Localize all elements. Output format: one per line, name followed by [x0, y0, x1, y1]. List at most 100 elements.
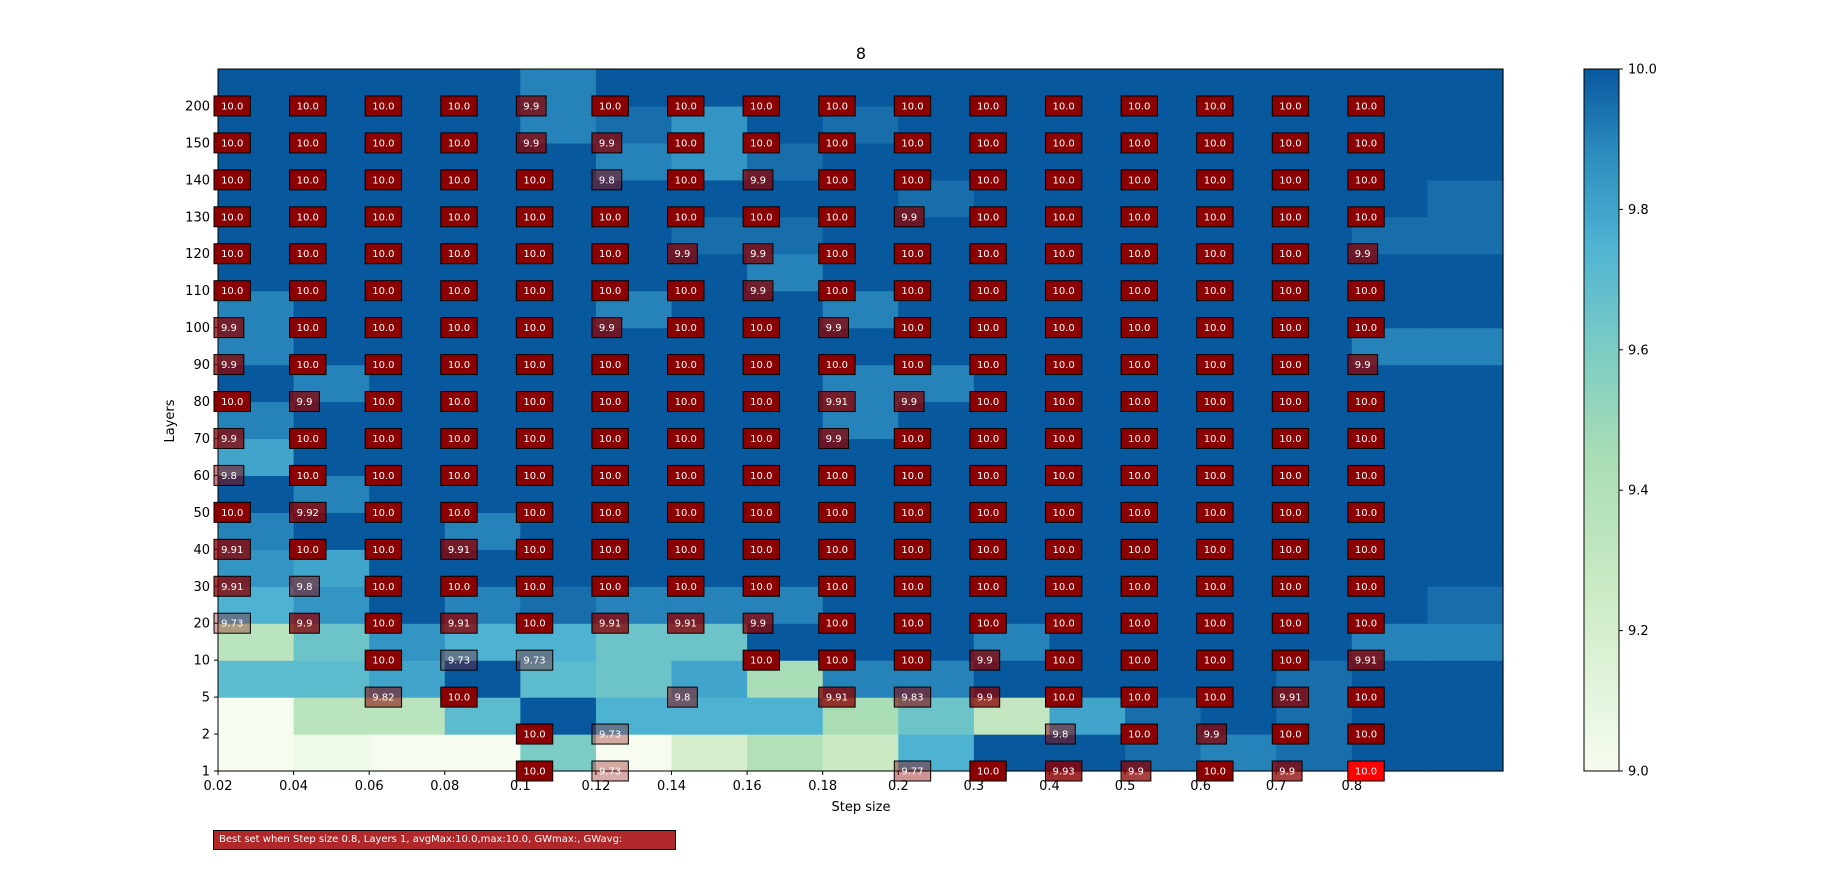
svg-text:10.0: 10.0	[1279, 360, 1301, 371]
svg-text:10.0: 10.0	[1053, 471, 1075, 482]
svg-text:10.0: 10.0	[675, 582, 697, 593]
cell-annotation: 10.0	[1196, 243, 1234, 265]
cell-annotation: 10.0	[1271, 206, 1310, 228]
cell-annotation: 9.73	[515, 649, 554, 671]
cell-annotation: 9.91	[818, 686, 856, 708]
svg-text:10.0: 10.0	[901, 101, 923, 112]
svg-text:10.0: 10.0	[1204, 175, 1226, 186]
cell-annotation: 9.93	[1044, 760, 1083, 782]
svg-text:9.9: 9.9	[1204, 730, 1220, 741]
svg-text:10.0: 10.0	[675, 286, 697, 297]
svg-text:10.0: 10.0	[1204, 397, 1226, 408]
svg-text:10.0: 10.0	[523, 545, 545, 556]
cell-annotation: 10.0	[893, 243, 932, 265]
cell-annotation: 10.0	[893, 612, 932, 634]
svg-text:9.77: 9.77	[901, 767, 923, 778]
svg-text:10.0: 10.0	[1128, 175, 1150, 186]
cell-annotation: 10.0	[364, 501, 403, 523]
svg-text:10.0: 10.0	[1204, 138, 1226, 149]
cell-annotation: 10.0	[667, 132, 705, 154]
cell-annotation: 10.0	[742, 575, 781, 597]
svg-text:10.0: 10.0	[1053, 101, 1075, 112]
svg-text:10.0: 10.0	[372, 545, 394, 556]
x-tick-label: 0.8	[1341, 779, 1362, 794]
svg-text:10.0: 10.0	[1355, 175, 1377, 186]
cell-annotation: 10.0	[1120, 464, 1158, 486]
svg-text:10.0: 10.0	[448, 101, 470, 112]
cell-annotation: 10.0	[969, 95, 1007, 117]
cell-annotation: 10.0	[515, 760, 554, 782]
svg-text:10.0: 10.0	[1204, 656, 1226, 667]
cell-annotation: 10.0	[591, 243, 629, 265]
cell-annotation: 10.0	[1120, 575, 1158, 597]
svg-text:10.0: 10.0	[1204, 619, 1226, 630]
cell-annotation: 10.0	[1044, 132, 1083, 154]
cell-annotation: 10.0	[364, 649, 403, 671]
cell-annotation: 10.0	[440, 317, 478, 339]
cell-annotation: 10.0	[818, 169, 856, 191]
svg-text:10.0: 10.0	[977, 175, 999, 186]
heatmap-cell	[218, 660, 295, 698]
svg-text:9.9: 9.9	[221, 323, 237, 334]
svg-text:10.0: 10.0	[599, 434, 621, 445]
cell-annotation: 10.0	[364, 464, 403, 486]
y-axis-label: Layers	[163, 399, 178, 442]
heatmap-cell	[444, 734, 521, 772]
cell-annotation: 9.73	[213, 612, 251, 634]
svg-text:10.0: 10.0	[977, 101, 999, 112]
cell-annotation: 9.9	[1347, 243, 1379, 265]
svg-text:10.0: 10.0	[297, 138, 319, 149]
cell-annotation: 10.0	[364, 575, 403, 597]
cell-annotation: 10.0	[213, 132, 251, 154]
svg-text:10.0: 10.0	[675, 508, 697, 519]
heatmap-cell	[822, 734, 899, 772]
svg-text:10.0: 10.0	[826, 471, 848, 482]
cell-annotation: 10.0	[1120, 391, 1158, 413]
cell-annotation: 10.0	[1271, 612, 1310, 634]
cell-annotation: 10.0	[1044, 280, 1083, 302]
svg-text:10.0: 10.0	[750, 582, 772, 593]
cell-annotation: 10.0	[818, 95, 856, 117]
cell-annotation: 9.73	[591, 760, 629, 782]
svg-text:10.0: 10.0	[1279, 434, 1301, 445]
cell-annotation: 10.0	[818, 612, 856, 634]
cell-annotation: 10.0	[1196, 612, 1234, 634]
svg-text:10.0: 10.0	[1053, 323, 1075, 334]
svg-text:9.91: 9.91	[1355, 656, 1377, 667]
heatmap-cell	[293, 697, 370, 735]
cell-annotation: 10.0	[515, 427, 554, 449]
cell-annotation: 9.9	[969, 649, 1001, 671]
cell-annotation: 10.0	[1196, 427, 1234, 449]
cell-annotation: 9.91	[440, 538, 478, 560]
cell-annotation: 10.0	[667, 317, 705, 339]
svg-text:10.0: 10.0	[901, 508, 923, 519]
y-tick-label: 2	[202, 728, 210, 743]
x-tick-label: 0.16	[733, 779, 762, 794]
cell-annotation: 10.0	[1347, 169, 1385, 191]
svg-text:10.0: 10.0	[448, 582, 470, 593]
cell-annotation: 10.0	[893, 95, 932, 117]
cell-annotation: 10.0	[1271, 538, 1310, 560]
svg-text:10.0: 10.0	[1279, 730, 1301, 741]
y-tick-label: 30	[193, 580, 210, 595]
svg-text:10.0: 10.0	[372, 508, 394, 519]
cell-annotation: 10.0	[364, 612, 403, 634]
heatmap-cell	[1427, 179, 1504, 218]
cell-annotation: 10.0	[742, 206, 781, 228]
svg-text:10.0: 10.0	[221, 175, 243, 186]
cell-annotation: 10.0	[893, 649, 932, 671]
svg-text:10.0: 10.0	[1204, 545, 1226, 556]
svg-text:10.0: 10.0	[1204, 434, 1226, 445]
y-tick-label: 110	[185, 284, 210, 299]
svg-text:10.0: 10.0	[448, 138, 470, 149]
svg-text:9.9: 9.9	[750, 175, 766, 186]
cell-annotation: 10.0	[1347, 206, 1385, 228]
cell-annotation: 10.0	[893, 575, 932, 597]
cell-annotation: 10.0	[1196, 280, 1234, 302]
svg-text:10.0: 10.0	[977, 767, 999, 778]
svg-text:10.0: 10.0	[448, 286, 470, 297]
svg-text:9.8: 9.8	[1052, 730, 1068, 741]
cell-annotation: 9.91	[213, 575, 251, 597]
cell-annotation: 10.0	[893, 169, 932, 191]
heatmap-cell	[1427, 512, 1504, 550]
